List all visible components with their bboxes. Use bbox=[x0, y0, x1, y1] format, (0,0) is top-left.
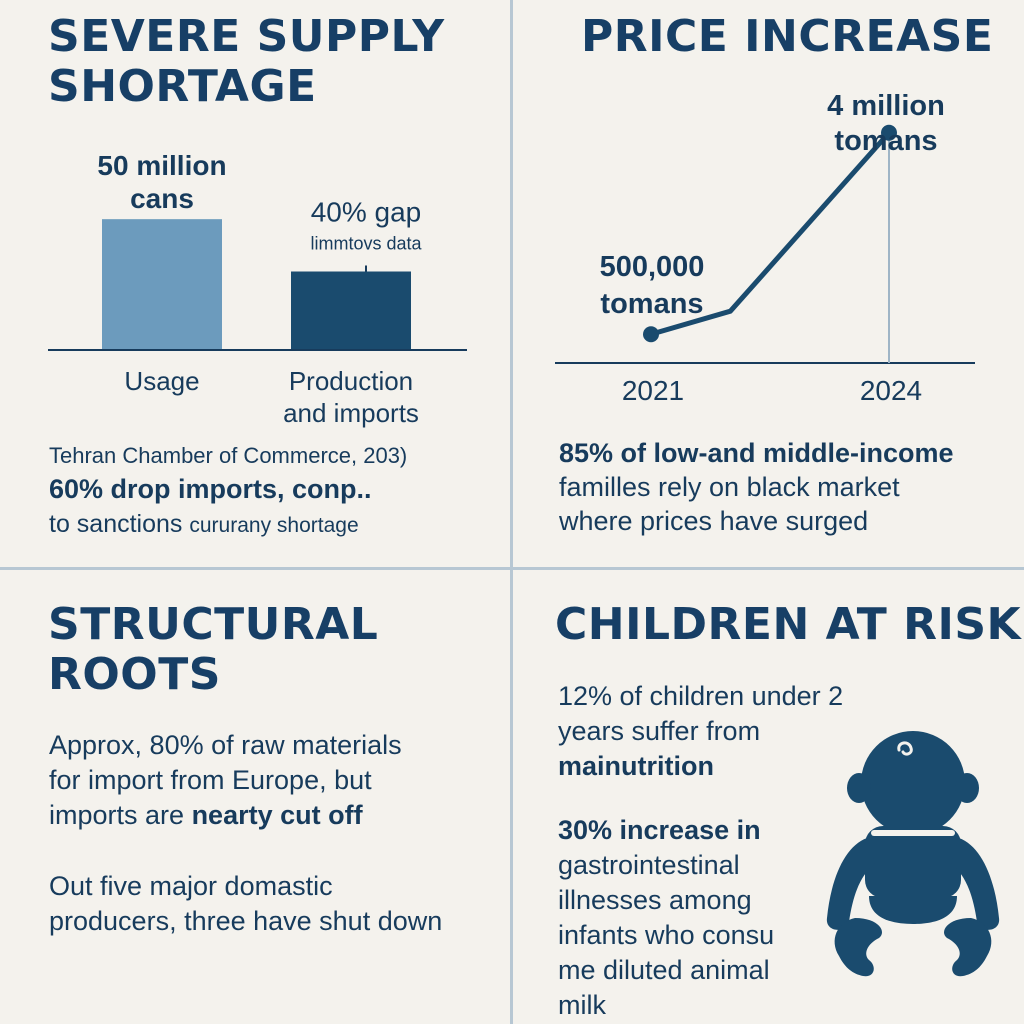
price-note: 85% of low-and middle-income familles re… bbox=[559, 436, 954, 538]
children-stat2-line5: me diluted animal bbox=[558, 955, 770, 985]
children-stat1-line1: 12% of children under 2 bbox=[558, 681, 844, 711]
children-stat2-line2: gastrointestinal bbox=[558, 850, 740, 880]
roots-para1-line3-a: imports are bbox=[49, 800, 185, 830]
price-label-2024-1: 4 million bbox=[827, 90, 945, 122]
children-stat2: 30% increase in gastrointestinal illness… bbox=[558, 813, 774, 1023]
x-tick-2021: 2021 bbox=[622, 375, 684, 406]
supply-source: Tehran Chamber of Commerce, 203) bbox=[49, 443, 408, 468]
supply-title: SEVERE SUPPLY SHORTAGE bbox=[48, 12, 445, 111]
horizontal-divider bbox=[0, 567, 1024, 570]
roots-title: STRUCTURAL ROOTS bbox=[48, 600, 378, 699]
x-tick-2024: 2024 bbox=[860, 375, 922, 406]
price-point-2024 bbox=[881, 124, 897, 141]
bar-category-label-1-1: Usage bbox=[124, 366, 199, 396]
price-label-2021-1: 500,000 bbox=[600, 251, 705, 283]
supply-title-line1: SEVERE SUPPLY bbox=[48, 11, 445, 62]
roots-title-line2: ROOTS bbox=[48, 648, 221, 700]
bar-value-label-2: 40% gap bbox=[311, 197, 422, 228]
children-stat2-line6: milk bbox=[558, 990, 606, 1020]
roots-para2-line2: producers, three have shut down bbox=[49, 906, 443, 936]
roots-para1-line1: Approx, 80% of raw materials bbox=[49, 730, 402, 760]
price-note-line2: familles rely on black market bbox=[559, 472, 900, 502]
roots-para1-line3-b: nearty cut off bbox=[191, 800, 363, 830]
roots-para1-line2: for import from Europe, but bbox=[49, 765, 372, 795]
children-stat1: 12% of children under 2 years suffer fro… bbox=[558, 679, 843, 784]
supply-note-line2: to sanctions cururany shortage bbox=[49, 510, 359, 539]
price-title: PRICE INCREASE bbox=[581, 11, 994, 62]
price-note-line1: 85% of low-and middle-income bbox=[559, 438, 954, 468]
supply-note-line2-a: to sanctions bbox=[49, 510, 183, 538]
bar-category-label-2-2: and imports bbox=[283, 398, 419, 428]
bar-value-label-1-1: 50 million bbox=[97, 150, 226, 181]
bar-1 bbox=[102, 219, 222, 350]
roots-para2: Out five major domastic producers, three… bbox=[49, 869, 442, 939]
roots-title-line1: STRUCTURAL bbox=[48, 599, 379, 650]
price-label-2024-2: tomans bbox=[834, 125, 937, 157]
price-series-line bbox=[650, 131, 891, 337]
children-stat2-line1: 30% increase in bbox=[558, 815, 761, 845]
children-stat1-line2: years suffer from bbox=[558, 716, 761, 746]
children-title: CHILDREN AT RISK bbox=[555, 599, 1022, 650]
price-note-line3: where prices have surged bbox=[559, 506, 869, 536]
supply-title-line2: SHORTAGE bbox=[48, 60, 317, 112]
price-label-2021-2: tomans bbox=[600, 288, 703, 320]
supply-note-line2-b: cururany shortage bbox=[189, 514, 359, 537]
children-stat1-line3: mainutrition bbox=[558, 751, 714, 781]
vertical-divider bbox=[510, 0, 513, 1024]
children-stat2-line3: illnesses among bbox=[558, 885, 752, 915]
children-stat2-line4: infants who consu bbox=[558, 920, 775, 950]
bar-category-label-2-1: Production bbox=[289, 366, 413, 396]
supply-note-line1: 60% drop imports, conp.. bbox=[49, 474, 372, 504]
roots-para2-line1: Out five major domastic bbox=[49, 871, 333, 901]
price-point-2021 bbox=[643, 326, 659, 343]
bar-sub-label: limmtovs data bbox=[310, 234, 422, 254]
baby-icon bbox=[826, 731, 1000, 977]
bar-value-label-1-2: cans bbox=[130, 183, 194, 214]
bar-2 bbox=[291, 271, 411, 350]
roots-para1: Approx, 80% of raw materials for import … bbox=[49, 728, 402, 833]
